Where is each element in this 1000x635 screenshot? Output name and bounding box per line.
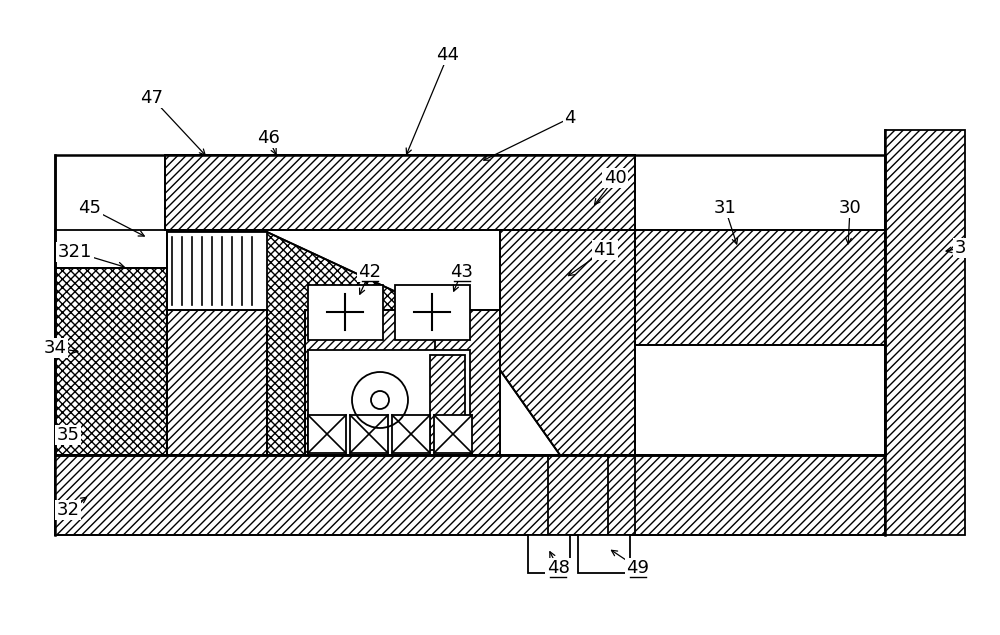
Bar xyxy=(55,455,885,535)
Text: 48: 48 xyxy=(547,559,569,577)
Text: 49: 49 xyxy=(626,559,650,577)
Text: 40: 40 xyxy=(604,169,626,187)
Bar xyxy=(635,345,885,455)
Bar xyxy=(55,455,885,535)
Text: 4: 4 xyxy=(564,109,576,127)
Text: 3: 3 xyxy=(954,239,966,257)
Text: 45: 45 xyxy=(78,199,102,217)
Text: 42: 42 xyxy=(358,263,382,281)
Bar xyxy=(165,155,635,230)
Bar xyxy=(528,535,570,573)
Bar xyxy=(578,535,630,573)
Bar xyxy=(165,155,635,230)
Text: 30: 30 xyxy=(839,199,861,217)
Text: 41: 41 xyxy=(594,241,616,259)
Text: 35: 35 xyxy=(56,426,80,444)
Bar xyxy=(305,310,500,455)
Bar xyxy=(392,415,430,453)
Bar xyxy=(167,232,267,310)
Bar xyxy=(167,310,267,455)
Polygon shape xyxy=(55,232,435,455)
Bar xyxy=(395,285,470,340)
Text: 47: 47 xyxy=(140,89,164,107)
Polygon shape xyxy=(500,230,635,455)
Text: 34: 34 xyxy=(44,339,66,357)
Text: 32: 32 xyxy=(56,501,80,519)
Text: 44: 44 xyxy=(436,46,460,64)
Bar xyxy=(55,230,167,455)
Bar xyxy=(635,230,885,455)
Bar xyxy=(430,355,465,450)
Bar xyxy=(308,415,346,453)
Text: 43: 43 xyxy=(450,263,474,281)
Bar xyxy=(55,155,885,455)
Text: 321: 321 xyxy=(58,243,92,261)
Bar xyxy=(434,415,472,453)
Text: 46: 46 xyxy=(257,129,279,147)
Bar xyxy=(635,230,885,345)
Bar xyxy=(167,310,267,455)
Bar xyxy=(885,130,965,535)
Text: 31: 31 xyxy=(714,199,736,217)
Bar xyxy=(305,310,500,455)
Bar xyxy=(350,415,388,453)
Bar xyxy=(308,285,383,340)
Bar xyxy=(308,350,470,455)
